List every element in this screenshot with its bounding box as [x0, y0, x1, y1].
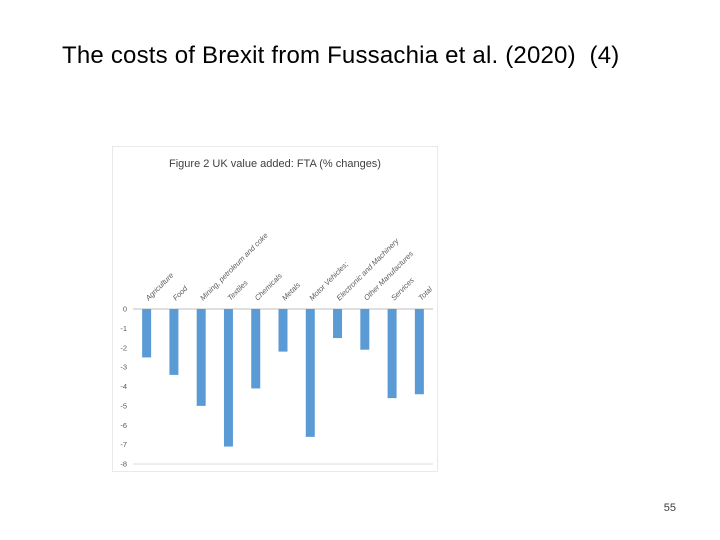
bar-6	[305, 309, 315, 437]
y-tick-label: -1	[120, 324, 127, 333]
category-label: Other Manufactures	[362, 249, 415, 302]
bar-10	[414, 309, 424, 395]
y-tick-label: -5	[120, 401, 127, 410]
y-tick-label: -3	[120, 363, 127, 372]
bar-1	[169, 309, 179, 375]
bar-4	[251, 309, 261, 389]
category-label: Textiles	[226, 278, 250, 302]
category-label: Services	[389, 276, 416, 303]
bar-5	[278, 309, 288, 352]
bar-3	[223, 309, 233, 447]
bar-chart-figure: Figure 2 UK value added: FTA (% changes)…	[112, 146, 438, 472]
y-tick-label: 0	[123, 305, 127, 314]
category-label: Total	[416, 285, 434, 303]
y-tick-label: -8	[120, 460, 127, 469]
y-tick-label: -4	[120, 382, 127, 391]
slide-title: The costs of Brexit from Fussachia et al…	[62, 42, 620, 69]
chart-title: Figure 2 UK value added: FTA (% changes)	[169, 158, 381, 170]
y-tick-label: -6	[120, 421, 127, 430]
y-tick-label: -2	[120, 343, 127, 352]
bar-7	[333, 309, 343, 339]
page-number: 55	[663, 502, 676, 514]
bar-0	[142, 309, 152, 358]
category-label: Agriculture	[143, 271, 175, 303]
bar-8	[360, 309, 370, 350]
category-label: Food	[171, 283, 190, 302]
y-tick-label: -7	[120, 440, 127, 449]
category-label: Chemicals	[253, 271, 284, 302]
bar-2	[196, 309, 206, 406]
bar-9	[387, 309, 397, 399]
category-label: Metals	[280, 280, 302, 302]
